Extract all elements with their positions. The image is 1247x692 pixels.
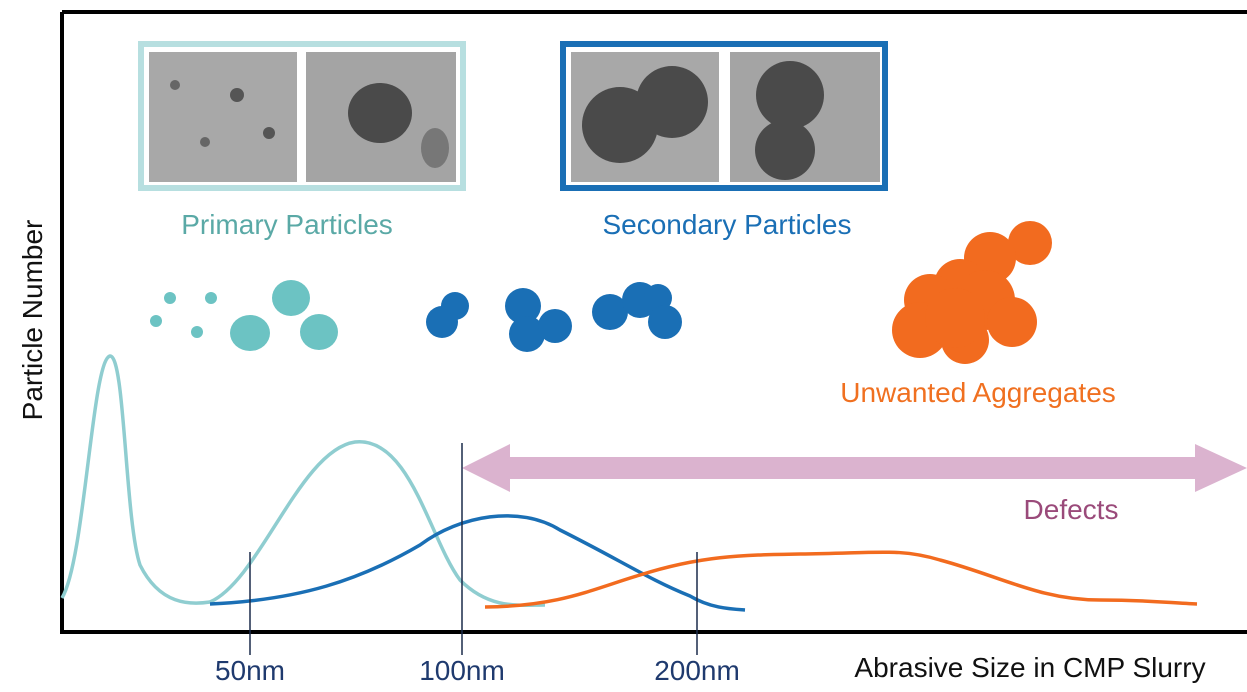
aggregate-icon: [892, 221, 1052, 364]
primary-icons: [150, 280, 338, 351]
secondary-icons: [426, 282, 682, 352]
primary-images: [138, 41, 466, 191]
aggregates-label: Unwanted Aggregates: [840, 377, 1116, 408]
secondary-images: [560, 41, 888, 191]
primary-label: Primary Particles: [181, 209, 393, 240]
x-axis-label: Abrasive Size in CMP Slurry: [854, 652, 1205, 683]
distribution-curves: [60, 354, 1198, 612]
defects-label: Defects: [1024, 494, 1119, 525]
tick-label: 100nm: [419, 655, 505, 686]
y-axis-label: Particle Number: [17, 220, 48, 421]
secondary-label: Secondary Particles: [602, 209, 851, 240]
tick-label: 200nm: [654, 655, 740, 686]
tick-label: 50nm: [215, 655, 285, 686]
axis-frame: [60, 10, 1247, 634]
tick-lines: [249, 443, 698, 655]
defects-arrow: [462, 444, 1247, 492]
